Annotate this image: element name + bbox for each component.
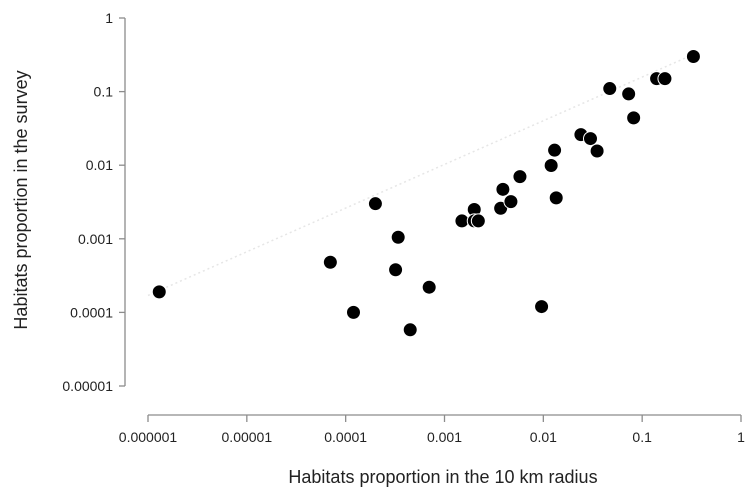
y-tick-label: 0.1: [94, 84, 114, 100]
x-tick-label: 0.1: [632, 429, 652, 445]
x-tick-label: 0.00001: [222, 429, 273, 445]
data-point: [470, 213, 486, 229]
axes-layer: [124, 18, 741, 416]
x-tick-label: 0.000001: [119, 429, 178, 445]
y-axis-title: Habitats proportion in the survey: [11, 70, 31, 329]
y-tick-label: 1: [105, 10, 113, 26]
data-point: [421, 279, 437, 295]
data-point: [495, 181, 511, 197]
data-point: [582, 131, 598, 147]
points-layer: [151, 48, 701, 338]
data-point: [402, 322, 418, 338]
data-point: [602, 81, 618, 97]
x-axis-title: Habitats proportion in the 10 km radius: [288, 467, 597, 487]
data-point: [345, 304, 361, 320]
data-point: [322, 254, 338, 270]
data-point: [548, 190, 564, 206]
data-point: [621, 86, 637, 102]
y-tick-label: 0.01: [86, 157, 113, 173]
x-tick-label: 0.001: [427, 429, 462, 445]
y-tick-label: 0.001: [78, 231, 113, 247]
data-point: [657, 71, 673, 87]
x-tick-label: 0.0001: [324, 429, 367, 445]
y-tick-label: 0.00001: [62, 378, 113, 394]
data-point: [685, 48, 701, 64]
trendline: [147, 53, 694, 297]
x-tick-label: 1: [737, 429, 745, 445]
y-ticks-layer: 0.00001 0.0001 0.001 0.01 0.1 1: [62, 10, 125, 394]
data-point: [626, 110, 642, 126]
x-tick-label: 0.01: [530, 429, 557, 445]
data-point: [367, 196, 383, 212]
data-point: [503, 194, 519, 210]
data-point: [547, 142, 563, 158]
data-point: [589, 143, 605, 159]
data-point: [543, 158, 559, 174]
data-point: [390, 229, 406, 245]
trendline-layer: [147, 53, 694, 297]
x-ticks-layer: 0.000001 0.00001 0.0001 0.001 0.01 0.1 1: [119, 415, 745, 445]
data-point: [151, 284, 167, 300]
y-tick-label: 0.0001: [70, 304, 113, 320]
data-point: [534, 299, 550, 315]
data-point: [512, 169, 528, 185]
data-point: [388, 262, 404, 278]
